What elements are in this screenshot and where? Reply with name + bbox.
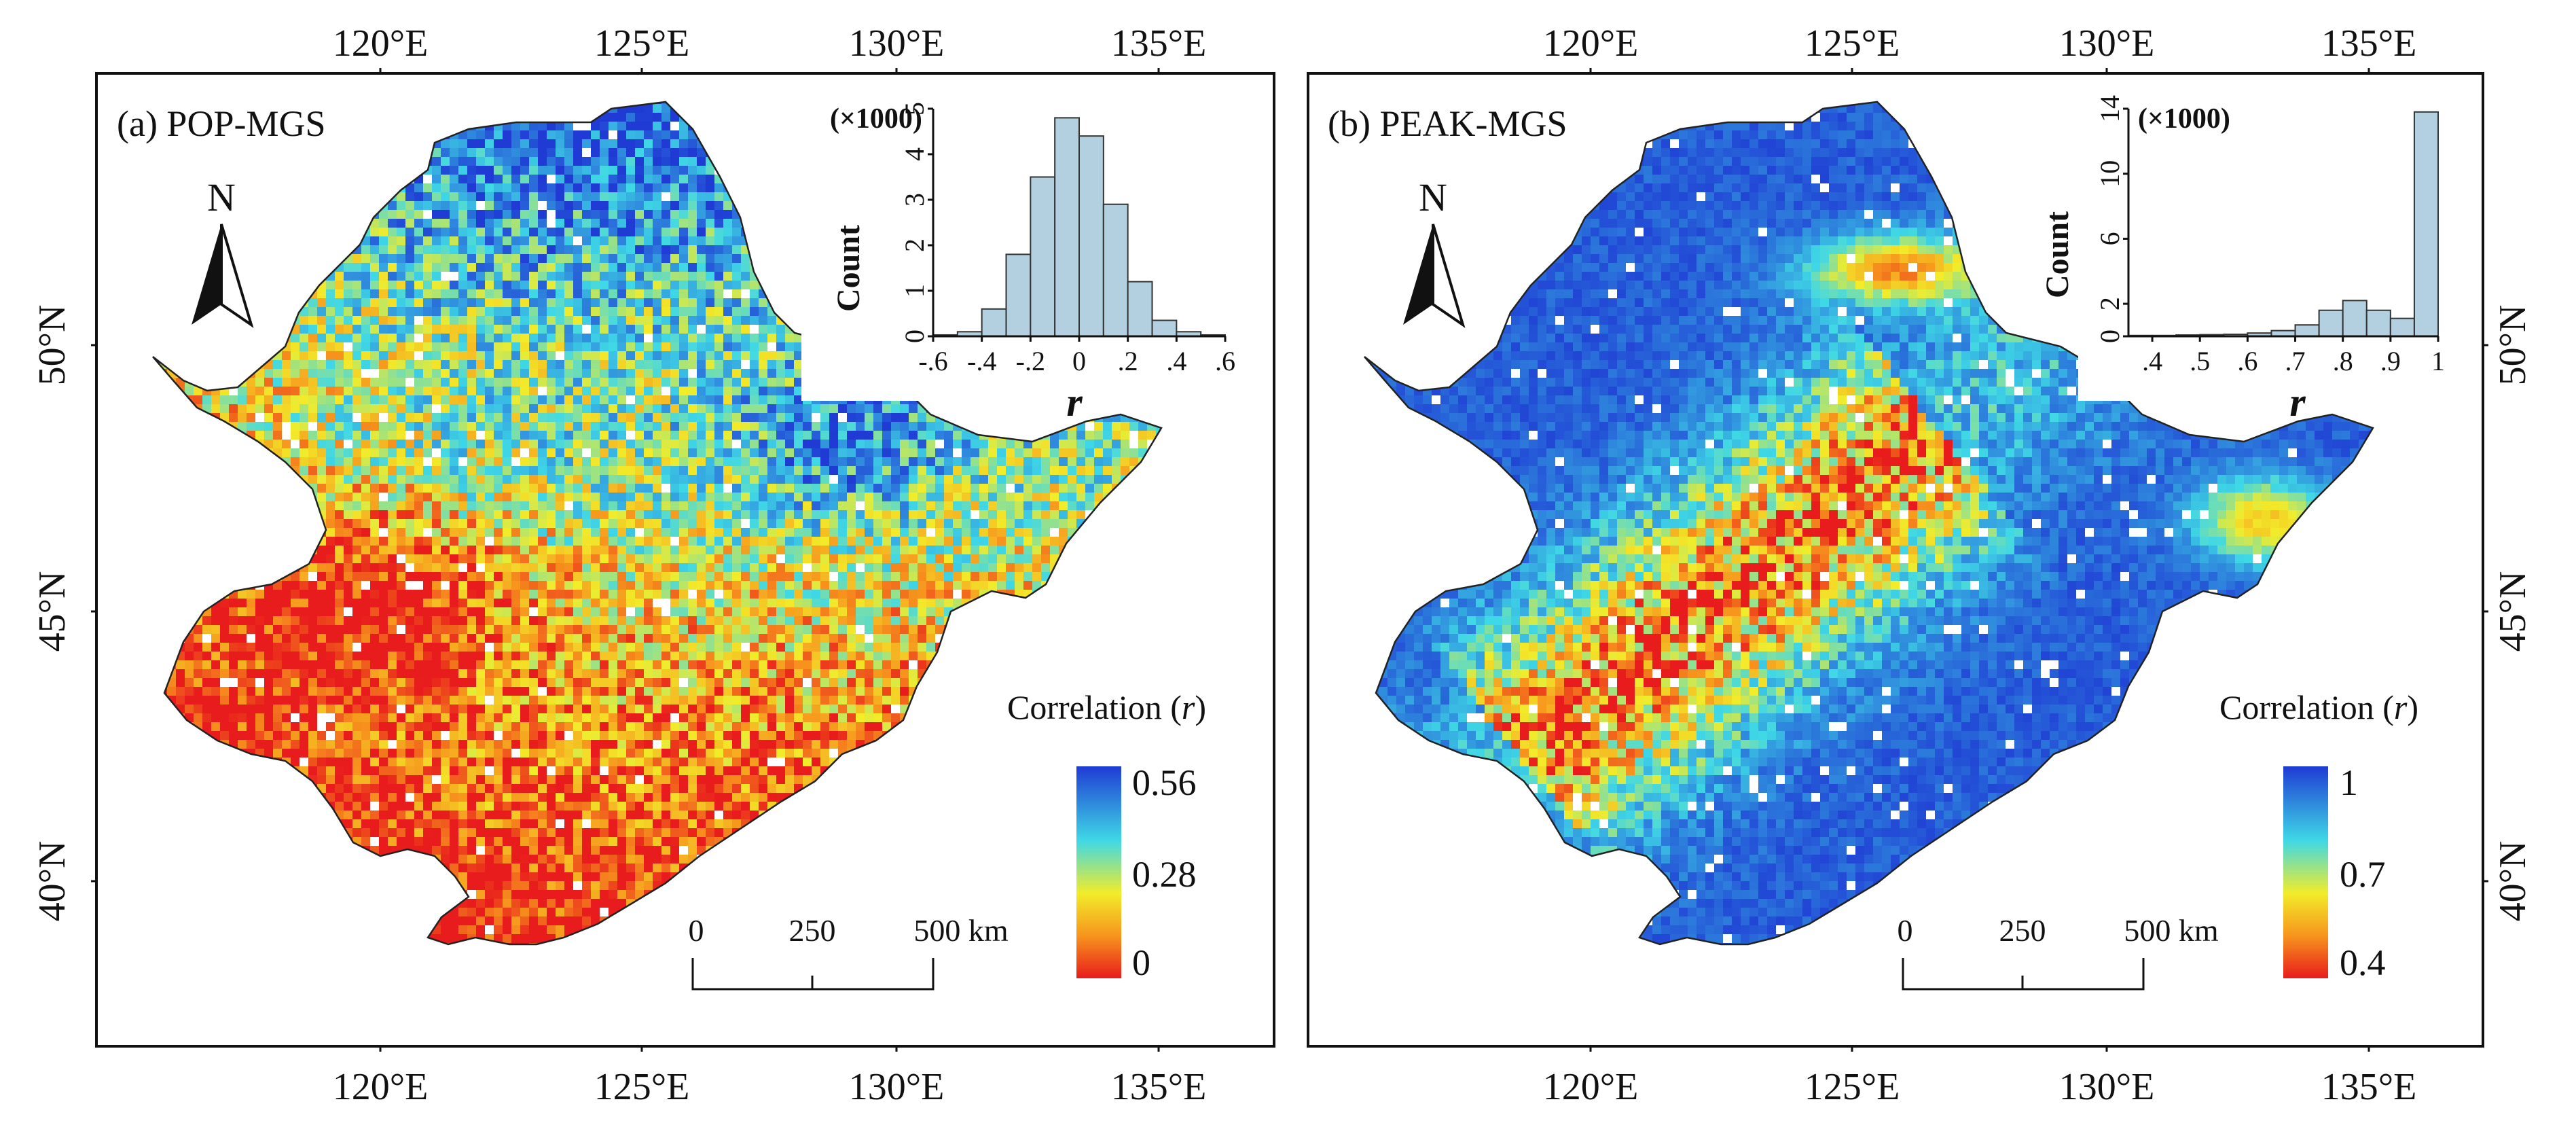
panel-a-hist-xtick-label: 0 xyxy=(1072,346,1086,376)
panel-a-bottom-lon-135: 135°E xyxy=(1111,1066,1207,1108)
panel-a-hist-ytick-label: 3 xyxy=(899,193,930,207)
panel-a-hist-bar xyxy=(1078,135,1104,337)
panel-a-lat-50: 50°N xyxy=(31,305,73,386)
panel-a-legend-title: Correlation (r) xyxy=(1007,688,1206,726)
panel-b-legend-high: 1 xyxy=(2340,762,2358,803)
panel-b-hist-bar xyxy=(2342,300,2368,338)
panel-a-lat-40: 40°N xyxy=(31,841,73,922)
panel-a-hist-multiplier: (×1000) xyxy=(830,103,922,135)
panel-a-histogram: (×1000) Count 0 1 2 3 4 5 -.6 -.4 -.2 0 .2 .4 .6 r xyxy=(801,95,1250,425)
panel-a-legend-high: 0.56 xyxy=(1132,762,1197,803)
panel-a-top-lon-125: 125°E xyxy=(594,22,690,65)
panel-a-legend-mid: 0.28 xyxy=(1132,854,1197,895)
panel-a-top-lon-135: 135°E xyxy=(1111,22,1207,65)
panel-b-hist-ylabel: Count xyxy=(2039,211,2075,298)
panel-a-north-arrow-icon: N xyxy=(192,175,254,328)
panel-a-lat-45: 45°N xyxy=(31,571,73,652)
panel-b-hist-bar xyxy=(2389,317,2415,337)
panel-b-hist-ytick-label: 14 xyxy=(2094,95,2125,122)
panel-b-top-lon-120: 120°E xyxy=(1543,22,1639,65)
panel-b-hist-xtick-label: .5 xyxy=(2190,346,2210,376)
panel-a-ticks xyxy=(91,68,1160,1052)
panel-a-bottom-lon-125: 125°E xyxy=(594,1066,690,1108)
panel-a-hist-bar xyxy=(1102,203,1129,338)
panel-a-hist-bar xyxy=(1030,176,1056,337)
panel-a-hist-ytick-label: 0 xyxy=(899,329,930,343)
panel-a-hist-xlabel: r xyxy=(1066,380,1083,425)
panel-b-scale-bar: 0 250 500 km xyxy=(1898,913,2219,991)
panel-b-hist-multiplier: (×1000) xyxy=(2138,103,2230,135)
panel-b-top-lon-135: 135°E xyxy=(2321,22,2417,65)
panel-b-hist-bar xyxy=(2413,111,2439,338)
panel-a-hist-bar xyxy=(1127,281,1153,338)
panel-b-hist-xlabel: r xyxy=(2289,380,2306,425)
panel-b-hist-bar xyxy=(2294,324,2320,337)
panel-b-hist-bar xyxy=(2365,309,2391,338)
panel-b-top-lon-130: 130°E xyxy=(2059,22,2155,65)
panel-a-hist-xtick-label: -.6 xyxy=(918,346,947,376)
panel-a-hist-ylabel: Count xyxy=(831,225,867,312)
panel-b: 120°E 125°E 130°E 135°E 120°E 125°E 130°… xyxy=(1307,22,2534,1108)
panel-b-hist-xtick-label: .9 xyxy=(2380,346,2401,376)
panel-a-hist-ytick-label: 4 xyxy=(899,147,930,161)
panel-a-hist-ytick-label: 1 xyxy=(899,284,930,298)
panel-b-hist-ytick-label: 6 xyxy=(2094,232,2125,245)
panel-b-bottom-lon-120: 120°E xyxy=(1543,1066,1639,1108)
panel-b-legend-title: Correlation (r) xyxy=(2219,688,2418,726)
panel-b-lat-40: 40°N xyxy=(2492,841,2534,922)
panel-b-histogram: (×1000) Count 0 2 6 10 14 .4 .5 .6 .7 .8 .9 1 r xyxy=(2039,95,2479,425)
panel-a-hist-xtick-label: .2 xyxy=(1118,346,1138,376)
panel-a: 120°E 125°E 130°E 135°E 120°E 125°E 130°… xyxy=(31,22,1275,1108)
panel-b-bottom-lon-130: 130°E xyxy=(2059,1066,2155,1108)
panel-a-top-lon-120: 120°E xyxy=(333,22,429,65)
panel-b-lat-50: 50°N xyxy=(2492,305,2534,386)
panel-a-hist-xtick-label: -.2 xyxy=(1016,346,1045,376)
panel-b-hist-ytick-label: 0 xyxy=(2094,329,2125,343)
panel-a-scale-bar: 0 250 500 km xyxy=(689,913,1009,991)
panel-a-hist-xtick-label: .4 xyxy=(1166,346,1186,376)
panel-b-legend-mid: 0.7 xyxy=(2340,854,2386,895)
panel-b-colorbar xyxy=(2283,766,2328,978)
panel-a-hist-bar xyxy=(1005,253,1032,337)
panel-b-top-lon-125: 125°E xyxy=(1804,22,1900,65)
panel-b-hist-xtick-label: .4 xyxy=(2142,346,2162,376)
panel-b-bottom-lon-125: 125°E xyxy=(1804,1066,1900,1108)
panel-b-hist-ytick-label: 10 xyxy=(2094,160,2125,188)
panel-a-top-lon-130: 130°E xyxy=(849,22,945,65)
panel-a-hist-bar xyxy=(1151,319,1178,337)
panel-a-legend-low: 0 xyxy=(1132,942,1150,983)
panel-b-hist-xtick-label: .7 xyxy=(2285,346,2306,376)
panel-a-colorbar xyxy=(1076,766,1121,978)
panel-b-legend-low: 0.4 xyxy=(2340,942,2386,983)
panel-b-north-arrow-icon: N xyxy=(1403,175,1466,328)
panel-b-ticks xyxy=(1589,68,2488,1052)
panel-a-bottom-lon-130: 130°E xyxy=(849,1066,945,1108)
panel-a-hist-bar xyxy=(981,308,1007,337)
panel-b-hist-xtick-label: 1 xyxy=(2431,346,2445,376)
panel-b-hist-xtick-label: .6 xyxy=(2237,346,2257,376)
panel-b-hist-ytick-label: 2 xyxy=(2094,297,2125,310)
panel-b-bottom-lon-135: 135°E xyxy=(2321,1066,2417,1108)
panel-a-title: (a) POP-MGS xyxy=(117,103,326,144)
panel-a-hist-xtick-label: -.4 xyxy=(967,346,996,376)
panel-a-hist-ytick-label: 2 xyxy=(899,238,930,252)
panel-a-legend: Correlation (r) 0.56 0.28 0 xyxy=(1007,688,1206,983)
panel-b-title: (b) PEAK-MGS xyxy=(1328,103,1567,144)
panel-a-hist-xtick-label: .6 xyxy=(1215,346,1235,376)
panel-b-legend: Correlation (r) 1 0.7 0.4 xyxy=(2219,688,2418,983)
panel-a-hist-ytick-label: 5 xyxy=(899,102,930,115)
panel-a-bottom-lon-120: 120°E xyxy=(333,1066,429,1108)
panel-b-lat-45: 45°N xyxy=(2492,571,2534,652)
panel-b-hist-xtick-label: .8 xyxy=(2333,346,2353,376)
panel-b-hist-bar xyxy=(2318,309,2344,338)
panel-a-hist-bar xyxy=(1054,117,1080,337)
